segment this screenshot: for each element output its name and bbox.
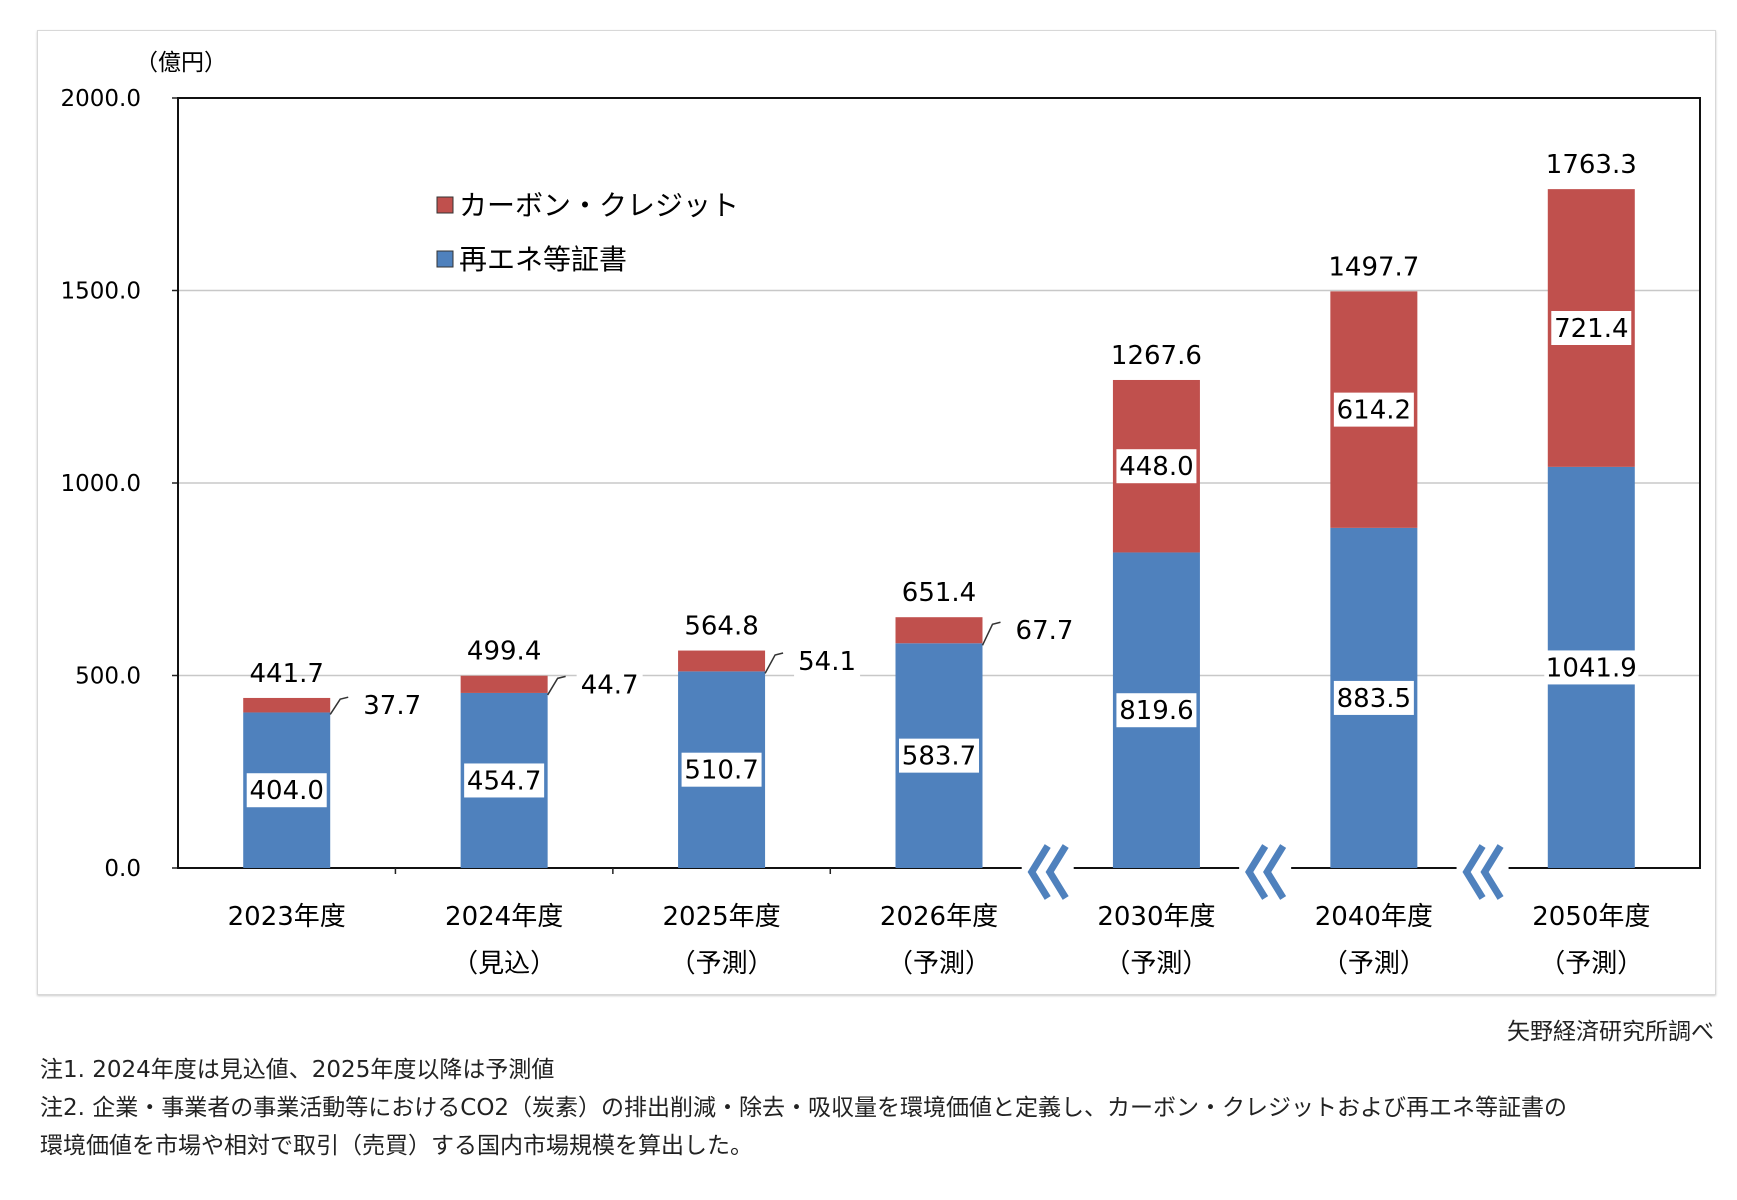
y-tick-label: 500.0 — [75, 664, 141, 690]
renewable-value-label-bg — [681, 752, 762, 787]
x-category-label: 2023年度 — [228, 902, 346, 932]
renewable-value-label: 1041.9 — [1546, 653, 1637, 683]
renewable-value-label: 883.5 — [1337, 684, 1411, 714]
leader-line — [547, 675, 566, 696]
axis-break-icon — [1027, 844, 1051, 900]
carbon-value-label: 37.7 — [363, 691, 421, 721]
leader-line — [764, 652, 784, 674]
source-credit: 矢野経済研究所調べ — [1507, 1019, 1714, 1045]
carbon-value-label: 448.0 — [1119, 452, 1193, 482]
total-value-label: 1497.7 — [1328, 252, 1419, 282]
legend-swatch — [436, 196, 454, 214]
carbon-value-label: 67.7 — [1016, 616, 1074, 646]
carbon-value-label-bg — [359, 688, 426, 723]
renewable-value-label-bg — [1544, 650, 1639, 685]
renewable-value-label-bg — [246, 773, 327, 808]
total-value-label: 651.4 — [902, 578, 976, 608]
bar-segment-carbon-credit — [678, 650, 766, 672]
carbon-value-label: 721.4 — [1554, 314, 1628, 344]
renewable-value-label: 454.7 — [467, 766, 541, 796]
x-category-sublabel: （予測） — [887, 949, 991, 979]
legend-swatch — [436, 250, 454, 268]
x-category-label: 2040年度 — [1315, 902, 1433, 932]
y-tick-label: 0.0 — [104, 856, 141, 882]
total-value-label: 499.4 — [467, 637, 541, 667]
y-tick-label: 2000.0 — [61, 86, 141, 112]
x-category-sublabel: （予測） — [1539, 949, 1643, 979]
bar-segment-carbon-credit — [243, 697, 331, 713]
y-axis-unit: （億円） — [135, 50, 227, 76]
renewable-value-label-bg — [899, 738, 979, 773]
carbon-value-label: 44.7 — [581, 670, 639, 700]
x-category-label: 2026年度 — [880, 902, 998, 932]
x-category-label: 2050年度 — [1532, 902, 1650, 932]
y-tick-label: 1000.0 — [61, 471, 141, 497]
carbon-value-label-bg — [576, 667, 643, 702]
renewable-value-label: 583.7 — [902, 742, 976, 772]
legend-label: 再エネ等証書 — [459, 243, 627, 276]
carbon-value-label-bg — [1011, 613, 1078, 648]
chart-frame — [37, 30, 1716, 995]
renewable-value-label-bg — [464, 763, 545, 798]
renewable-value-label: 404.0 — [249, 776, 323, 806]
total-value-label: 1763.3 — [1546, 150, 1637, 180]
carbon-value-label-bg — [1116, 449, 1197, 484]
x-category-sublabel: （予測） — [1104, 949, 1208, 979]
x-category-label: 2025年度 — [662, 902, 780, 932]
stacked-bar-chart: 0.0 500.0 1000.0 1500.0 2000.0 （億円） 404.0 37.7 4… — [61, 50, 1701, 979]
total-value-label: 441.7 — [249, 659, 323, 689]
renewable-value-label-bg — [1333, 680, 1414, 715]
bar-segment-carbon-credit — [895, 617, 983, 644]
renewable-value-label: 510.7 — [684, 756, 758, 786]
note-1: 注1. 2024年度は見込値、2025年度以降は予測値 — [40, 1057, 555, 1083]
bar-segment-carbon-credit — [460, 675, 548, 693]
renewable-value-label-bg — [1116, 693, 1197, 728]
total-value-label: 564.8 — [684, 612, 758, 642]
carbon-value-label: 614.2 — [1337, 396, 1411, 426]
leader-line — [329, 696, 349, 715]
legend-label: カーボン・クレジット — [459, 189, 739, 222]
x-category-label: 2030年度 — [1097, 902, 1215, 932]
carbon-value-label-bg — [794, 643, 861, 678]
axis-break-icon — [1045, 844, 1069, 900]
note-3: 環境価値を市場や相対で取引（売買）する国内市場規模を算出した。 — [40, 1133, 753, 1159]
axis-break-icon — [1263, 844, 1287, 900]
x-category-sublabel: （予測） — [670, 949, 774, 979]
axis-break-icon — [1480, 844, 1504, 900]
renewable-value-label: 819.6 — [1119, 696, 1193, 726]
leader-line — [981, 621, 1001, 646]
x-category-sublabel: （予測） — [1322, 949, 1426, 979]
x-category-sublabel: （見込） — [452, 949, 556, 979]
axis-break-icon — [1245, 844, 1269, 900]
carbon-value-label-bg — [1333, 392, 1414, 427]
carbon-value-label: 54.1 — [798, 647, 856, 677]
y-tick-label: 1500.0 — [61, 279, 141, 305]
x-category-label: 2024年度 — [445, 902, 563, 932]
note-2: 注2. 企業・事業者の事業活動等におけるCO2（炭素）の排出削減・除去・吸収量を… — [40, 1095, 1568, 1121]
total-value-label: 1267.6 — [1111, 341, 1202, 371]
axis-break-icon — [1462, 844, 1486, 900]
carbon-value-label-bg — [1551, 310, 1632, 345]
